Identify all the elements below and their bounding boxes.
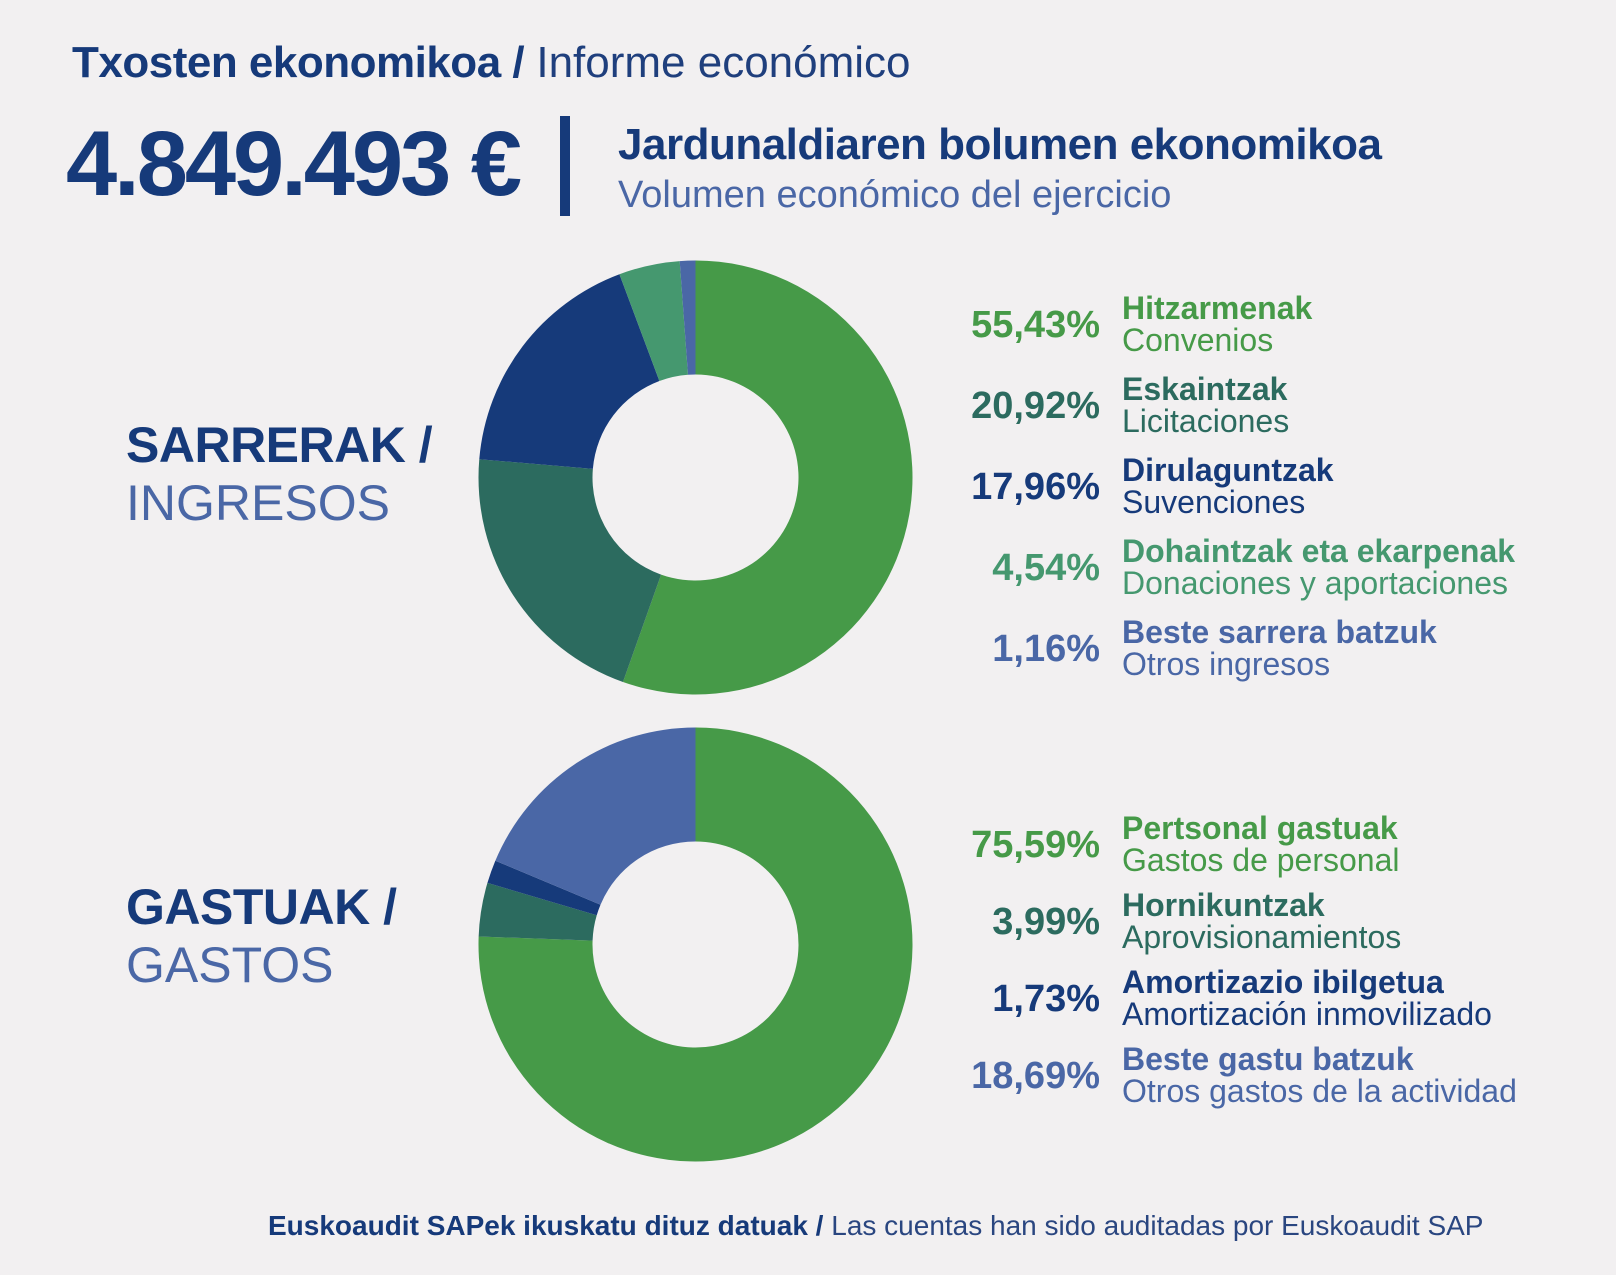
income-slice-5 <box>679 260 696 375</box>
total-amount: 4.849.493 € <box>66 113 522 215</box>
expenses-label-es-4: Otros gastos de la actividad <box>1122 1073 1517 1109</box>
income-label-eu-5: Beste sarrera batzuk <box>1122 614 1437 650</box>
expenses-label-eu-4: Beste gastu batzuk <box>1122 1041 1414 1077</box>
expenses-label-es-3: Amortización inmovilizado <box>1122 996 1492 1032</box>
expenses-slice-4 <box>495 727 696 905</box>
income-slice-3 <box>479 274 660 469</box>
income-donut-chart <box>478 260 913 695</box>
income-label-eu-1: Hitzarmenak <box>1122 290 1313 326</box>
income-title-eu: SARRERAK / <box>126 417 433 473</box>
income-slice-2 <box>478 459 662 683</box>
expenses-label-eu-1: Pertsonal gastuak <box>1122 810 1398 846</box>
expenses-title-es: GASTOS <box>126 937 334 993</box>
expenses-pct-2: 3,99% <box>992 901 1100 943</box>
expenses-title-eu: GASTUAK / <box>126 879 397 935</box>
volume-title-es: Volumen económico del ejercicio <box>618 174 1172 216</box>
volume-title-eu: Jardunaldiaren bolumen ekonomikoa <box>618 120 1382 169</box>
footer-bold: Euskoaudit SAPek ikuskatu dituz datuak / <box>268 1210 824 1241</box>
income-pct-4: 4,54% <box>992 547 1100 589</box>
expenses-label-es-2: Aprovisionamientos <box>1122 919 1402 955</box>
income-label-es-3: Suvenciones <box>1122 484 1306 520</box>
footer-note: Euskoaudit SAPek ikuskatu dituz datuak /… <box>268 1210 1483 1242</box>
title-eu: Txosten ekonomikoa / <box>72 38 525 87</box>
divider <box>560 116 570 216</box>
income-slice-1 <box>622 260 913 695</box>
expenses-slice-1 <box>478 727 913 1162</box>
income-title-es: INGRESOS <box>126 475 390 531</box>
income-label-es-1: Convenios <box>1122 322 1274 358</box>
expenses-pct-3: 1,73% <box>992 978 1100 1020</box>
income-label-eu-3: Dirulaguntzak <box>1122 452 1334 488</box>
expenses-pct-1: 75,59% <box>971 824 1100 866</box>
expenses-slice-2 <box>478 882 597 941</box>
expenses-slice-3 <box>487 860 601 916</box>
income-label-eu-4: Dohaintzak eta ekarpenak <box>1122 533 1516 569</box>
income-label-es-2: Licitaciones <box>1122 403 1290 439</box>
expenses-pct-4: 18,69% <box>971 1055 1100 1097</box>
expenses-donut-chart <box>478 727 913 1162</box>
expenses-label-eu-2: Hornikuntzak <box>1122 887 1325 923</box>
expenses-label-es-1: Gastos de personal <box>1122 842 1400 878</box>
page-title: Txosten ekonomikoa / Informe económico <box>72 38 911 88</box>
income-slice-4 <box>619 261 689 382</box>
expenses-label-eu-3: Amortizazio ibilgetua <box>1122 964 1444 1000</box>
income-label-es-5: Otros ingresos <box>1122 646 1331 682</box>
title-es: Informe económico <box>536 38 911 87</box>
income-label-eu-2: Eskaintzak <box>1122 371 1288 407</box>
income-pct-1: 55,43% <box>971 304 1100 346</box>
income-pct-2: 20,92% <box>971 385 1100 427</box>
income-label-es-4: Donaciones y aportaciones <box>1122 565 1509 601</box>
income-pct-3: 17,96% <box>971 466 1100 508</box>
footer-normal: Las cuentas han sido auditadas por Eusko… <box>831 1210 1484 1241</box>
income-pct-5: 1,16% <box>992 628 1100 670</box>
